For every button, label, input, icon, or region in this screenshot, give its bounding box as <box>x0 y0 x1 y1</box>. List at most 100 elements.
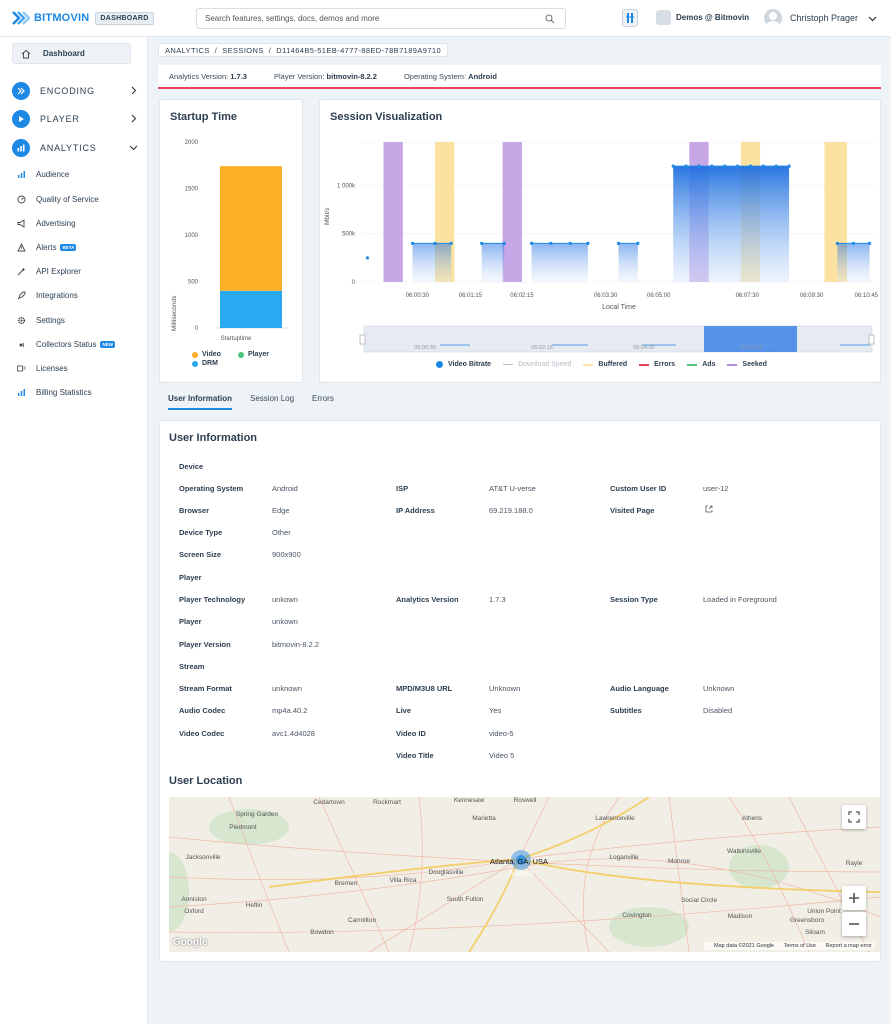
startup-time-chart: Milliseconds Startuptime 0 500 1000 1500 200… <box>171 140 288 342</box>
section-stream: Stream <box>179 662 205 671</box>
legend-item-drm[interactable]: DRM <box>192 360 269 367</box>
sidebar-item-billing-statistics[interactable]: Billing Statistics <box>17 385 92 399</box>
map-place-label: Greensboro <box>790 917 825 924</box>
y-tick-label: 1000 <box>185 233 199 239</box>
legend-item-seeked[interactable]: Seeked <box>727 361 767 368</box>
sidebar-item-dashboard[interactable]: Dashboard <box>12 43 131 64</box>
user-name: Christoph Prager <box>790 13 859 23</box>
sidebar-item-api-explorer[interactable]: API Explorer <box>17 264 81 278</box>
map-place-label: Watkinsville <box>727 848 761 855</box>
search-icon[interactable] <box>545 14 555 24</box>
zoom-in-icon[interactable] <box>842 886 866 910</box>
map-place-label: Bremen <box>335 880 358 887</box>
breadcrumb-item-sessions[interactable]: SESSIONS <box>222 45 264 55</box>
y-tick-label: 0 <box>195 326 199 332</box>
chevron-right-icon <box>131 114 137 123</box>
sidebar-item-settings[interactable]: Settings <box>17 313 65 327</box>
legend-item-ads[interactable]: Ads <box>687 361 715 368</box>
x-tick-label: 06:01:15 <box>459 293 483 299</box>
session-legend: Video Bitrate Download Speed Buffered Er… <box>436 361 767 368</box>
field-value: AT&T U-verse <box>489 484 536 493</box>
bitrate-point <box>867 241 872 245</box>
map-place-label: Covington <box>622 912 652 919</box>
sidebar-item-player[interactable]: PLAYER <box>12 110 138 128</box>
bitrate-point <box>636 241 640 245</box>
map-road <box>668 797 690 952</box>
map-place-label: Jacksonville <box>185 854 220 861</box>
zoom-out-icon[interactable] <box>842 912 866 936</box>
sidebar-item-collectors-status[interactable]: Collectors Status NEW <box>17 337 115 351</box>
apps-toggle-icon[interactable] <box>622 9 638 27</box>
brand-logo[interactable]: BITMOVIN DASHBOARD <box>12 10 154 26</box>
sidebar-item-audience[interactable]: Audience <box>17 167 69 181</box>
bitrate-point <box>835 241 839 245</box>
map-place-label: Siloam <box>805 929 825 936</box>
analytics-version: Analytics Version: 1.7.3 <box>169 71 247 81</box>
bitrate-point <box>549 241 553 245</box>
bitrate-point <box>710 164 714 168</box>
sidebar-item-label: Quality of Service <box>36 194 99 204</box>
field-value: Unknown <box>489 684 521 693</box>
player-icon <box>12 110 30 128</box>
chevron-down-icon[interactable] <box>868 14 877 23</box>
legend-item-errors[interactable]: Errors <box>639 361 675 368</box>
map-road <box>228 797 290 952</box>
field-label: Player Technology <box>179 595 246 604</box>
legend-item-player[interactable] <box>237 351 244 358</box>
map-road <box>169 858 880 918</box>
location-marker-core <box>516 855 526 865</box>
report-map-error-link[interactable]: Report a map error <box>825 943 872 949</box>
map-highway <box>468 858 520 952</box>
sidebar-item-quality-of-service[interactable]: Quality of Service <box>17 192 99 206</box>
tab-errors[interactable]: Errors <box>312 394 334 403</box>
field-label: Visited Page <box>610 506 655 515</box>
sidebar-item-analytics[interactable]: ANALYTICS <box>12 139 138 157</box>
park-area <box>609 907 689 947</box>
new-badge: NEW <box>100 340 115 348</box>
top-bar: BITMOVIN DASHBOARD Demos @ Bitmovin Chri… <box>0 0 891 37</box>
sidebar-item-integrations[interactable]: Integrations <box>17 288 78 302</box>
home-icon <box>21 49 31 58</box>
external-link-icon[interactable] <box>705 505 713 513</box>
session-chart[interactable]: Mbit/s Local Time 0 500k 1 000k 06:00:30 06:… <box>320 100 882 384</box>
map-canvas[interactable]: Atlanta, GA, USA Cedartown Rockmart Kennesa… <box>169 797 880 952</box>
tab-user-information[interactable]: User Information <box>168 394 233 410</box>
bar-segment-video <box>220 166 282 291</box>
user-location-map[interactable]: Atlanta, GA, USA Cedartown Rockmart Kennesa… <box>169 797 880 952</box>
sidebar-item-licenses[interactable]: Licenses <box>17 361 68 375</box>
x-tick-label: 06:07:30 <box>736 293 760 299</box>
avatar <box>764 9 782 27</box>
bar-chart-icon <box>18 388 25 396</box>
sidebar-item-label: PLAYER <box>40 114 80 124</box>
player-version: Player Version: bitmovin-8.2.2 <box>273 71 377 81</box>
navigator-handle-left <box>359 334 366 345</box>
section-device: Device <box>179 462 204 471</box>
bitrate-point <box>529 241 534 245</box>
field-value: Yes <box>489 706 502 715</box>
legend-item-buffered[interactable]: Buffered <box>583 361 627 368</box>
user-menu[interactable]: Christoph Prager <box>764 9 877 27</box>
bitrate-point <box>449 241 453 245</box>
fullscreen-icon[interactable] <box>842 805 866 829</box>
y-tick-label: 2000 <box>185 140 199 146</box>
map-place-label: Madison <box>728 913 753 920</box>
session-visualization-title: Session Visualization <box>330 111 443 123</box>
legend-item-video[interactable]: Video Player <box>192 351 269 358</box>
bitrate-point <box>410 241 415 245</box>
field-label: IP Address <box>396 506 435 515</box>
legend-item-download-speed[interactable]: Download Speed <box>503 361 571 368</box>
tab-session-log[interactable]: Session Log <box>250 394 295 403</box>
organization-switcher[interactable]: Demos @ Bitmovin <box>656 10 749 25</box>
search-input[interactable] <box>205 9 525 28</box>
bitrate-point <box>616 241 621 245</box>
map-place-label: Monroe <box>668 858 690 865</box>
sidebar-item-advertising[interactable]: Advertising <box>17 216 76 230</box>
field-value: Unknown <box>703 684 735 693</box>
breadcrumb-item-analytics[interactable]: ANALYTICS <box>165 45 210 55</box>
sidebar-item-encoding[interactable]: ENCODING <box>12 82 138 100</box>
sidebar-item-alerts[interactable]: Alerts BETA <box>17 240 77 254</box>
map-place-label: Athens <box>742 815 763 822</box>
terms-link[interactable]: Terms of Use <box>783 943 816 949</box>
field-value: bitmovin-8.2.2 <box>272 640 320 649</box>
legend-item-video-bitrate[interactable]: Video Bitrate <box>436 361 491 368</box>
